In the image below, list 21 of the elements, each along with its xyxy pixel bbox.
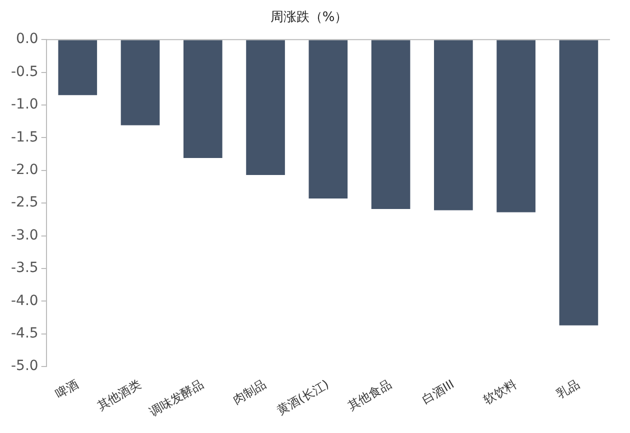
x-tick-label: 其他食品 (345, 376, 394, 414)
x-tick-label: 白酒III (420, 376, 456, 406)
x-tick-label: 啤酒 (52, 376, 81, 402)
x-tick-label: 乳品 (554, 376, 582, 402)
y-tick-label: -1.0 (10, 96, 38, 113)
y-tick-label: -2.5 (10, 194, 38, 211)
y-tick-label: -5.0 (10, 358, 38, 374)
y-tick-label: -0.5 (10, 64, 38, 80)
y-tick-label: -3.0 (10, 227, 38, 244)
x-tick-label: 黄酒(长江) (274, 376, 332, 418)
chart-title: 周涨跌（%） (270, 10, 348, 26)
y-tick-label: -4.0 (10, 292, 38, 309)
y-tick-label: -2.0 (10, 162, 38, 178)
x-tick-label: 软饮料 (480, 376, 520, 408)
y-tick-label: -3.5 (10, 260, 38, 276)
y-tick-label: 0.0 (16, 31, 38, 48)
x-tick-label: 其他酒类 (94, 376, 144, 414)
y-tick-label: -4.5 (10, 325, 38, 342)
x-tick-label: 调味发酵品 (146, 376, 206, 420)
x-tick-label: 肉制品 (230, 376, 269, 408)
y-tick-label: -1.5 (10, 129, 38, 146)
